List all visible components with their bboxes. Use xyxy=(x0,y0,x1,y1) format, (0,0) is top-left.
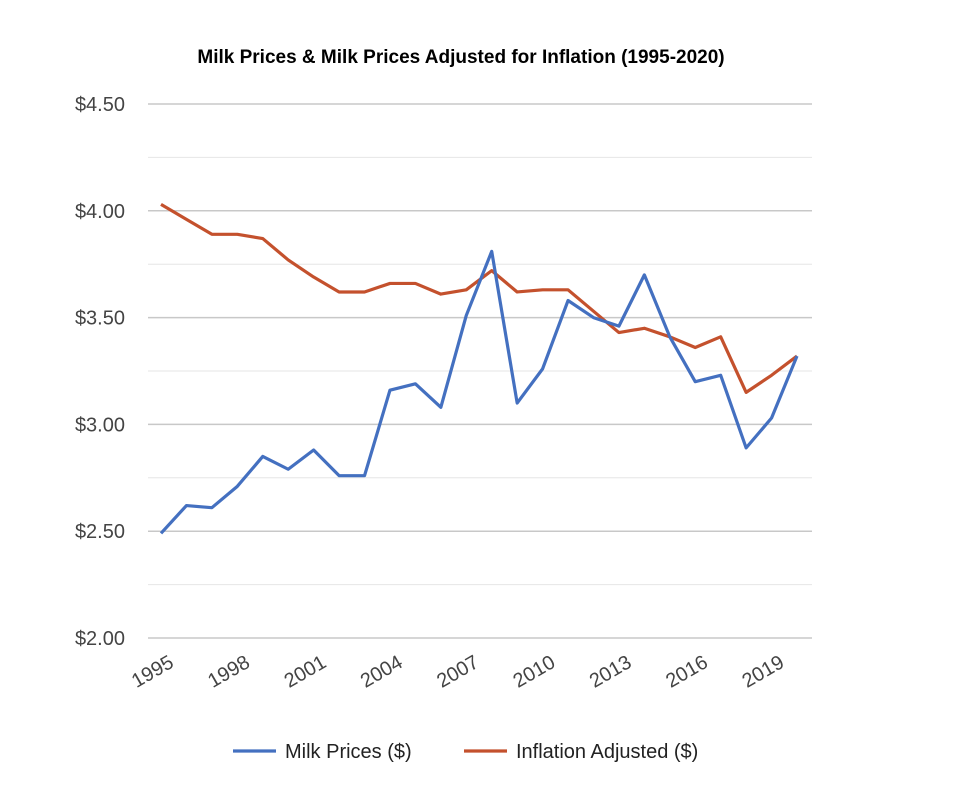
y-tick-label: $2.00 xyxy=(75,628,125,650)
legend-label: Inflation Adjusted ($) xyxy=(516,741,698,763)
x-tick-label: 1998 xyxy=(204,651,254,692)
x-tick-label: 2007 xyxy=(433,651,483,692)
series-line-0 xyxy=(161,251,797,533)
x-tick-label: 2010 xyxy=(510,651,560,692)
x-tick-label: 1995 xyxy=(128,651,178,692)
x-tick-label: 2013 xyxy=(586,651,636,692)
y-tick-label: $4.00 xyxy=(75,201,125,223)
x-tick-label: 2019 xyxy=(739,651,789,692)
y-tick-label: $3.50 xyxy=(75,308,125,330)
y-tick-label: $4.50 xyxy=(75,94,125,116)
y-tick-label: $3.00 xyxy=(75,414,125,436)
x-tick-label: 2016 xyxy=(662,651,712,692)
x-tick-label: 2004 xyxy=(357,651,407,692)
y-tick-label: $2.50 xyxy=(75,521,125,543)
legend-label: Milk Prices ($) xyxy=(285,741,412,763)
series-line-1 xyxy=(161,204,797,392)
x-tick-label: 2001 xyxy=(281,651,331,692)
chart-title: Milk Prices & Milk Prices Adjusted for I… xyxy=(197,47,724,68)
